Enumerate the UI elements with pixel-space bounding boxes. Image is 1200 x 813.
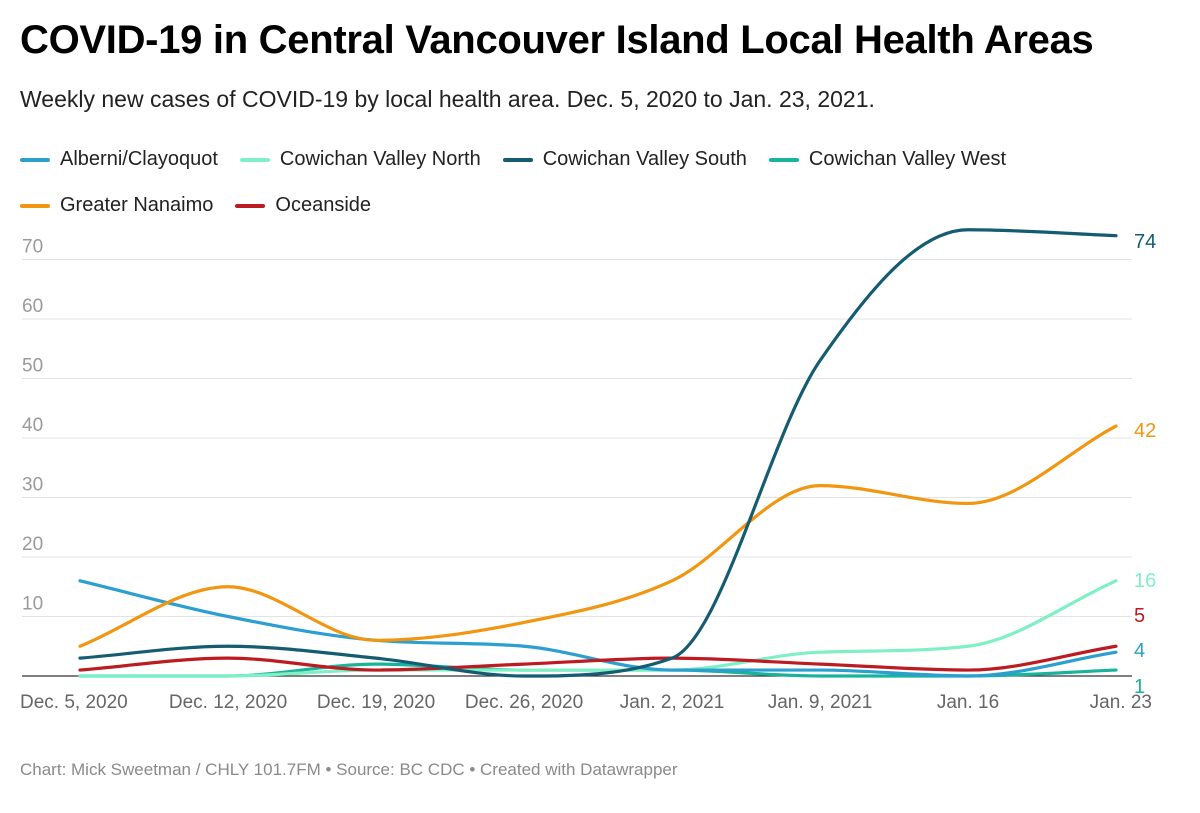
x-tick-label: Jan. 23 — [1090, 692, 1152, 713]
chart-credits: Chart: Mick Sweetman / CHLY 101.7FM • So… — [20, 760, 678, 779]
x-tick-label: Jan. 2, 2021 — [620, 692, 725, 713]
legend-item: Greater Nanaimo — [20, 190, 213, 221]
legend-swatch — [20, 203, 50, 208]
series-line — [78, 644, 1118, 672]
chart-subtitle: Weekly new cases of COVID-19 by local he… — [20, 86, 875, 112]
x-tick-label: Dec. 19, 2020 — [317, 692, 435, 713]
y-tick-label: 50 — [22, 356, 43, 377]
chart-legend: Alberni/Clayoquot Cowichan Valley North Co… — [20, 144, 1180, 221]
y-tick-label: 10 — [22, 594, 43, 615]
legend-item: Cowichan Valley North — [239, 144, 481, 175]
legend-swatch — [235, 203, 266, 208]
end-value-label: 42 — [1134, 420, 1156, 442]
legend-item: Cowichan Valley South — [502, 144, 747, 175]
x-tick-label: Dec. 26, 2020 — [465, 692, 583, 713]
end-value-label: 74 — [1134, 231, 1156, 253]
y-tick-label: 60 — [22, 296, 43, 317]
legend-label: Cowichan Valley West — [808, 148, 1007, 170]
end-value-label: 4 — [1134, 640, 1145, 662]
end-value-label: 1 — [1134, 676, 1145, 698]
legend-item: Oceanside — [235, 190, 371, 221]
x-tick-label: Jan. 16 — [937, 692, 999, 713]
y-tick-label: 20 — [22, 534, 43, 555]
legend-swatch — [20, 157, 50, 162]
series-line — [78, 579, 1118, 678]
legend-label: Cowichan Valley North — [279, 148, 481, 170]
legend-item: Cowichan Valley West — [768, 144, 1007, 175]
series-line — [78, 228, 1118, 678]
legend-label: Alberni/Clayoquot — [60, 148, 218, 170]
legend-swatch — [768, 157, 799, 162]
end-value-label: 16 — [1134, 570, 1156, 592]
y-tick-label: 40 — [22, 415, 43, 436]
x-tick-label: Dec. 12, 2020 — [169, 692, 287, 713]
legend-label: Greater Nanaimo — [60, 194, 214, 216]
end-value-label: 5 — [1134, 605, 1145, 627]
series-line — [78, 424, 1118, 648]
legend-label: Oceanside — [275, 194, 372, 216]
y-tick-label: 30 — [22, 475, 43, 496]
y-tick-label: 70 — [22, 237, 43, 258]
legend-item: Alberni/Clayoquot — [20, 144, 218, 175]
legend-swatch — [239, 157, 270, 162]
legend-label: Cowichan Valley South — [542, 148, 747, 170]
legend-swatch — [502, 157, 533, 162]
chart-title: COVID-19 in Central Vancouver Island Loc… — [20, 18, 1094, 62]
x-tick-label: Jan. 9, 2021 — [768, 692, 873, 713]
x-tick-label: Dec. 5, 2020 — [20, 692, 128, 713]
